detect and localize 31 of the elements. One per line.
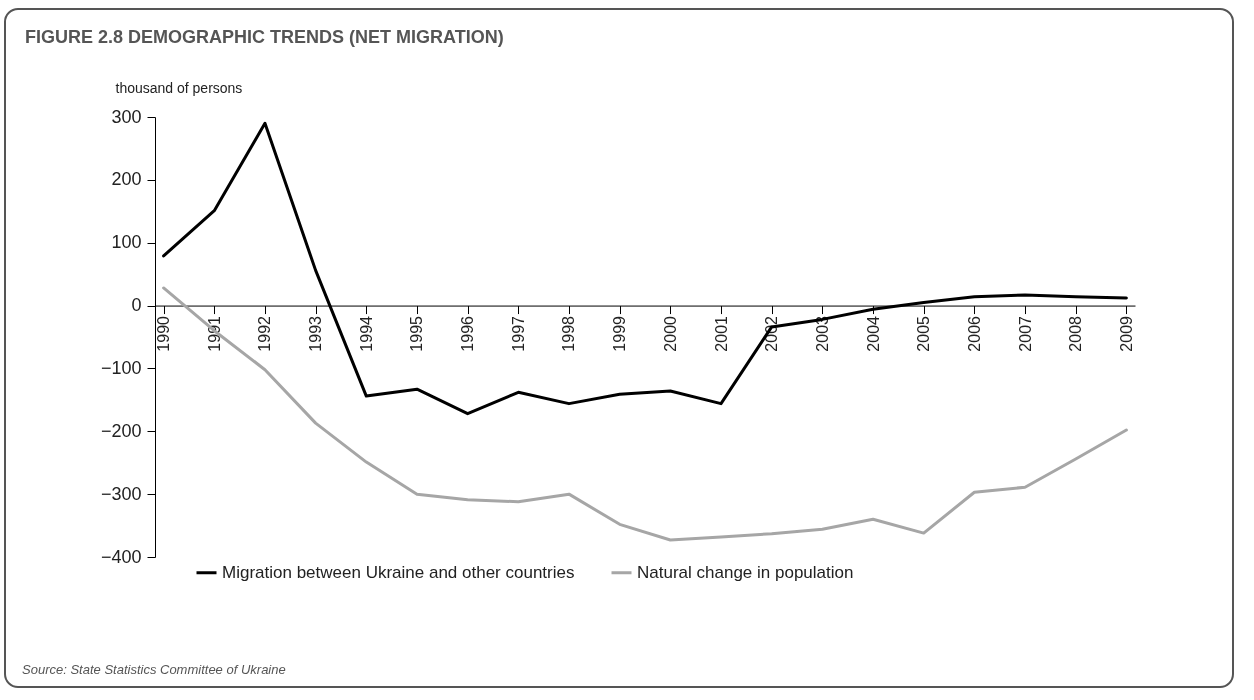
- x-tick-label: 1992: [256, 315, 274, 352]
- x-tick-label: 1990: [155, 315, 173, 352]
- y-axis-title: thousand of persons: [115, 79, 243, 96]
- legend-label: Migration between Ukraine and other countries: [222, 562, 575, 582]
- x-tick-label: 2000: [661, 315, 679, 352]
- x-tick-label: 1993: [307, 315, 325, 352]
- x-tick-label: 2001: [712, 315, 730, 352]
- x-tick-label: 1995: [408, 315, 426, 352]
- y-tick-label: −100: [100, 357, 142, 378]
- x-tick-label: 1999: [611, 315, 629, 352]
- x-tick-label: 1991: [205, 315, 223, 352]
- y-tick-label: 100: [111, 232, 142, 253]
- y-tick-label: −400: [100, 546, 142, 567]
- x-tick-label: 2007: [1016, 315, 1034, 352]
- y-tick-label: 0: [131, 295, 142, 316]
- x-tick-label: 2004: [864, 315, 882, 352]
- x-tick-label: 1998: [560, 315, 578, 352]
- x-tick-label: 2008: [1067, 315, 1085, 352]
- legend-label: Natural change in population: [637, 562, 854, 582]
- y-tick-label: 300: [111, 106, 142, 127]
- x-tick-label: 1996: [459, 315, 477, 352]
- x-tick-label: 2006: [965, 315, 983, 352]
- y-tick-label: 200: [111, 169, 142, 190]
- y-tick-label: −300: [100, 483, 142, 504]
- x-tick-label: 1994: [357, 315, 375, 352]
- x-tick-label: 2005: [915, 315, 933, 352]
- x-tick-label: 1997: [509, 315, 527, 352]
- chart-title: FIGURE 2.8 DEMOGRAPHIC TRENDS (NET MIGRATION): [25, 27, 504, 47]
- y-tick-label: −200: [100, 420, 142, 441]
- x-tick-label: 2009: [1117, 315, 1135, 352]
- source-note: Source: State Statistics Committee of Ukraine: [22, 662, 286, 677]
